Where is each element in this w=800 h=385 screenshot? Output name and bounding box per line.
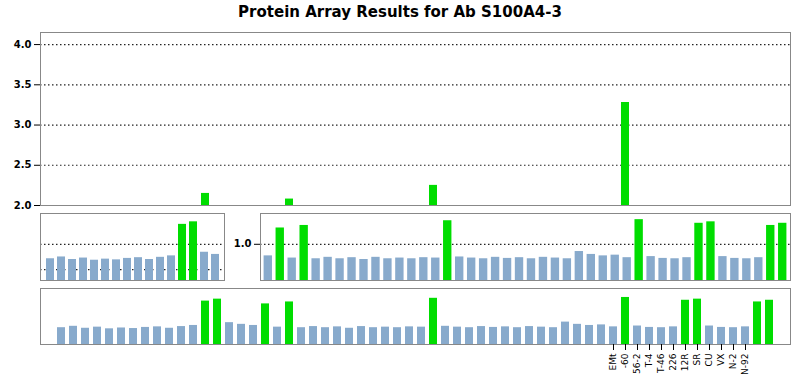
svg-text:226: 226	[668, 353, 678, 370]
svg-text:3.5: 3.5	[14, 79, 32, 90]
svg-text:SR: SR	[692, 354, 702, 366]
svg-text:CU: CU	[704, 354, 714, 367]
svg-text:12R: 12R	[680, 354, 690, 372]
svg-text:N-2: N-2	[728, 354, 738, 370]
svg-text:EMt: EMt	[608, 353, 618, 370]
svg-text:T-46: T-46	[656, 353, 666, 374]
svg-text:N-92: N-92	[740, 354, 750, 375]
svg-text:VX: VX	[716, 354, 726, 366]
svg-text:3.0: 3.0	[14, 119, 32, 130]
svg-text:2.5: 2.5	[14, 159, 32, 170]
svg-text:1.0: 1.0	[234, 238, 252, 249]
svg-text:4.0: 4.0	[14, 39, 32, 50]
html-text:Protein Array Results for Ab S: Protein Array Results for Ab S100A4-3	[238, 3, 562, 21]
svg-text:2.0: 2.0	[14, 200, 32, 209]
svg-text:-60: -60	[620, 353, 630, 368]
svg-text:56-2: 56-2	[632, 354, 642, 374]
svg-text:T-4: T-4	[644, 353, 654, 368]
